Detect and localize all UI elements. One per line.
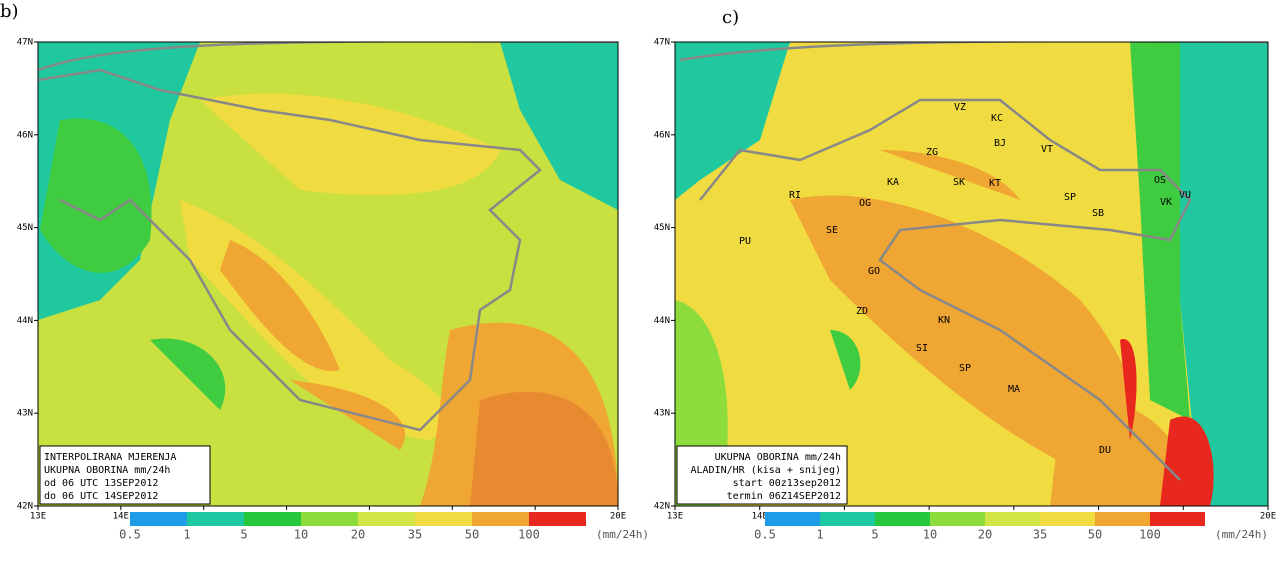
place-label: SB (1092, 208, 1104, 219)
field-c (675, 42, 1268, 506)
y-tick-label: 44N (654, 316, 670, 326)
colorbar-label: 10 (923, 528, 937, 542)
info-text: INTERPOLIRANA MJERENJA (44, 452, 176, 463)
colorbar-label: 20 (351, 528, 365, 542)
panel-label: b) (0, 1, 19, 22)
y-tick-label: 42N (654, 502, 670, 512)
colorbar-label: 35 (1033, 528, 1047, 542)
colorbar-label: 1 (816, 528, 823, 542)
place-label: OG (859, 198, 871, 209)
y-tick-label: 42N (17, 502, 33, 512)
info-text: UKUPNA OBORINA mm/24h (715, 452, 841, 463)
y-tick-label: 45N (654, 223, 670, 233)
info-text: termin 06Z14SEP2012 (727, 491, 841, 502)
place-label: SK (953, 177, 965, 188)
place-label: VK (1160, 197, 1172, 208)
place-label: ZD (856, 306, 868, 317)
map-frame (37, 41, 619, 507)
place-label: GO (868, 266, 880, 277)
colorbar-swatch (985, 512, 1040, 526)
colorbar-label: 50 (1088, 528, 1102, 542)
colorbar-swatch (130, 512, 187, 526)
place-label: VU (1179, 190, 1191, 201)
y-tick-label: 46N (654, 130, 670, 140)
info-box (39, 445, 211, 505)
colorbar-swatch (301, 512, 358, 526)
x-tick-label: 13E (667, 512, 683, 522)
field-b (38, 42, 618, 506)
place-label: ZG (926, 147, 938, 158)
colorbar-swatch (472, 512, 529, 526)
colorbar-label: 50 (465, 528, 479, 542)
place-label: RI (789, 190, 801, 201)
colorbar-swatch (820, 512, 875, 526)
place-label: SE (826, 225, 838, 236)
info-text: od 06 UTC 13SEP2012 (44, 478, 158, 489)
y-tick-label: 44N (17, 316, 33, 326)
info-text: ALADIN/HR (kisa + snijeg) (690, 465, 841, 476)
info-box (676, 445, 848, 505)
colorbar-label: 5 (871, 528, 878, 542)
place-label: KN (938, 315, 950, 326)
place-label: VZ (954, 102, 966, 113)
colorbar-swatch (187, 512, 244, 526)
colorbar-label: 0.5 (754, 528, 776, 542)
colorbar-swatch (529, 512, 586, 526)
x-tick-label: 13E (30, 512, 46, 522)
y-tick-label: 47N (17, 38, 33, 48)
x-tick-label: 20E (610, 512, 626, 522)
colorbar-label: 1 (183, 528, 190, 542)
x-tick-label: 14E (113, 512, 129, 522)
y-tick-label: 43N (17, 409, 33, 419)
x-tick-label: 14E (752, 512, 768, 522)
place-label: KT (989, 178, 1001, 189)
panel-label: c) (722, 7, 739, 28)
colorbar-label: 20 (978, 528, 992, 542)
colorbar-unit: (mm/24h) (596, 528, 649, 541)
colorbar-label: 35 (408, 528, 422, 542)
colorbar-label: 100 (1139, 528, 1161, 542)
colorbar-swatch (1040, 512, 1095, 526)
colorbar-swatch (1150, 512, 1205, 526)
x-tick-label: 20E (1260, 512, 1276, 522)
colorbar-unit: (mm/24h) (1215, 528, 1268, 541)
place-label: DU (1099, 445, 1111, 456)
place-label: BJ (994, 138, 1006, 149)
colorbar-label: 10 (294, 528, 308, 542)
colorbar-swatch (244, 512, 301, 526)
place-label: KA (887, 177, 899, 188)
colorbar-label: 0.5 (119, 528, 141, 542)
info-text: start 00z13sep2012 (733, 478, 841, 489)
place-label: VT (1041, 144, 1053, 155)
place-label: SI (916, 343, 928, 354)
y-tick-label: 46N (17, 130, 33, 140)
y-tick-label: 43N (654, 409, 670, 419)
colorbar-label: 100 (518, 528, 540, 542)
info-text: UKUPNA OBORINA mm/24h (44, 465, 170, 476)
y-tick-label: 47N (654, 38, 670, 48)
colorbar-swatch (765, 512, 820, 526)
place-label: OS (1154, 175, 1166, 186)
y-tick-label: 45N (17, 223, 33, 233)
map-frame (674, 41, 1269, 507)
place-label: SP (959, 363, 971, 374)
place-label: MA (1008, 384, 1020, 395)
colorbar-swatch (930, 512, 985, 526)
info-text: do 06 UTC 14SEP2012 (44, 491, 158, 502)
colorbar-swatch (415, 512, 472, 526)
colorbar-swatch (358, 512, 415, 526)
place-label: PU (739, 236, 751, 247)
place-label: KC (991, 113, 1003, 124)
colorbar-swatch (875, 512, 930, 526)
colorbar-swatch (1095, 512, 1150, 526)
place-label: SP (1064, 192, 1076, 203)
colorbar-label: 5 (240, 528, 247, 542)
